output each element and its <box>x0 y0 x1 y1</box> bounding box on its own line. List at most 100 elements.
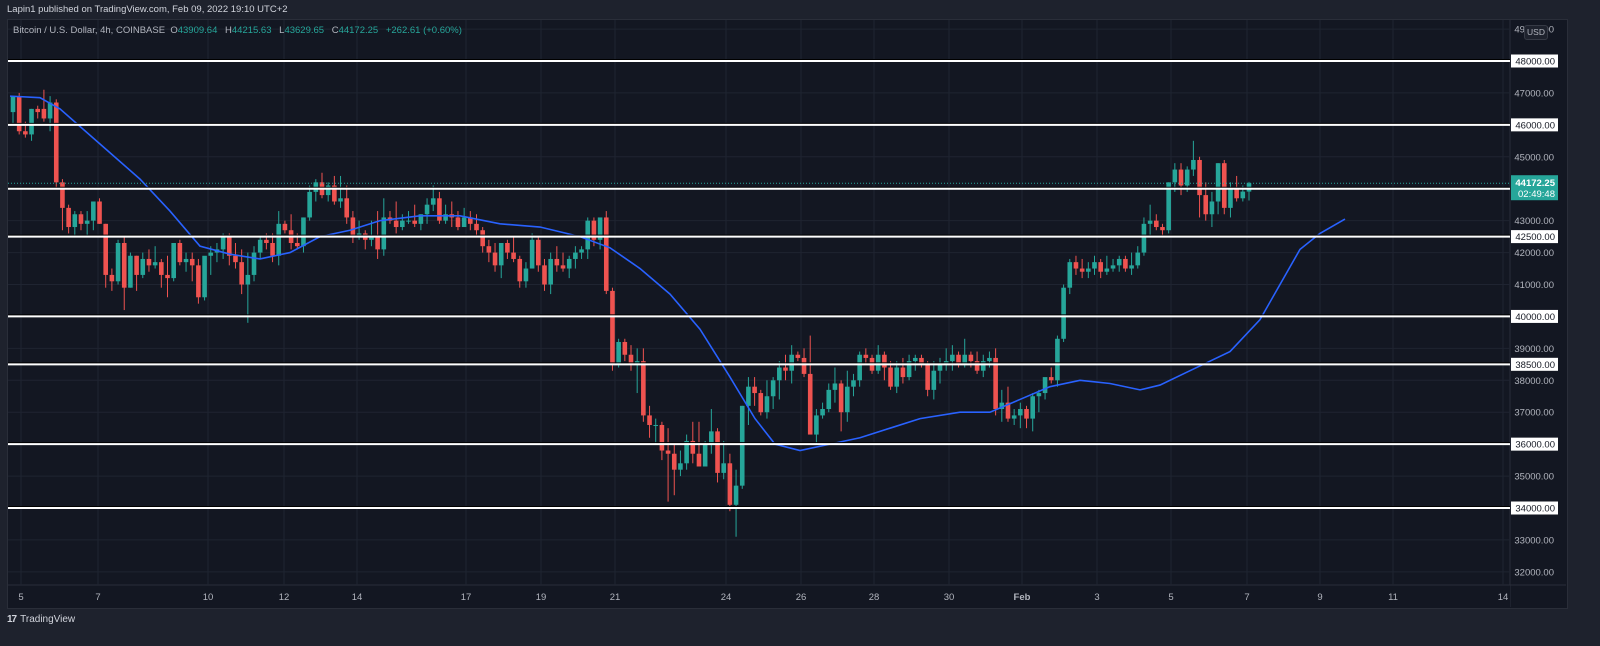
candle-up <box>1030 396 1035 419</box>
symbol-name[interactable]: Bitcoin / U.S. Dollar, 4h, COINBASE <box>13 25 166 36</box>
candle-up <box>1086 268 1091 272</box>
candle-down <box>752 386 757 394</box>
candle-down <box>1197 159 1202 196</box>
candle-up <box>1191 159 1196 170</box>
candle-up <box>770 380 776 397</box>
candle-down <box>1098 262 1103 272</box>
candle-down <box>468 217 473 224</box>
candle-down <box>165 274 170 279</box>
candle-up <box>400 220 405 228</box>
candle-up <box>91 201 96 221</box>
candle-down <box>671 453 677 470</box>
candle-down <box>35 108 41 113</box>
candle-down <box>455 217 461 228</box>
candle-down <box>665 450 671 454</box>
candle-up <box>1067 262 1073 288</box>
candle-up <box>1104 268 1110 272</box>
open-label: O <box>170 25 178 36</box>
candle-up <box>1135 252 1141 266</box>
candle-up <box>764 396 770 413</box>
time-axis-label: 7 <box>1244 592 1249 603</box>
candle-up <box>418 214 424 224</box>
candle-up <box>573 252 578 259</box>
currency-badge[interactable]: USD <box>1524 25 1548 40</box>
time-axis-label: 11 <box>1388 592 1398 603</box>
level-price-label: 40000.00 <box>1515 312 1555 323</box>
candle-up <box>1036 393 1042 397</box>
candlestick-chart[interactable]: 5 7 10 12 14 17 19 21 24 26 28 30 Feb 3 5 7 9 11 14 47000.0… <box>8 20 1566 607</box>
candle-down <box>134 255 139 275</box>
candle-up <box>461 217 467 228</box>
candle-up <box>1147 220 1153 224</box>
candle-down <box>23 131 28 135</box>
candle-up <box>245 274 251 285</box>
candle-down <box>1160 227 1165 231</box>
candle-up <box>1061 287 1066 339</box>
time-axis-label: 5 <box>18 592 23 603</box>
candle-up <box>566 258 572 269</box>
high-label: H <box>225 25 232 36</box>
candle-up <box>220 236 226 250</box>
candle-up <box>29 108 34 135</box>
candle-up <box>739 405 745 486</box>
candle-down <box>97 201 102 224</box>
level-price-label: 48000.00 <box>1515 57 1555 68</box>
candle-up <box>597 217 603 240</box>
time-axis-label: 24 <box>721 592 732 603</box>
time-axis-label: 30 <box>944 592 955 603</box>
time-axis-label: 28 <box>869 592 880 603</box>
candle-up <box>47 102 53 119</box>
candle-down <box>344 198 350 218</box>
price-axis-label: 33000.00 <box>1514 535 1554 546</box>
candle-up <box>777 367 782 381</box>
candle-down <box>350 217 356 237</box>
candle-down <box>517 258 523 282</box>
candle-up <box>430 198 436 205</box>
candle-down <box>270 242 275 256</box>
price-axis-label: 39000.00 <box>1514 344 1554 355</box>
candle-up <box>1184 169 1190 186</box>
tradingview-logo-icon: 17 <box>7 614 17 625</box>
candle-down <box>239 262 244 285</box>
change-value: +262.61 (+0.60%) <box>385 25 462 36</box>
close-value: 44172.25 <box>338 25 379 36</box>
time-axis-label: 14 <box>1498 592 1509 603</box>
candle-up <box>1228 188 1233 208</box>
candle-down <box>807 373 813 435</box>
candle-down <box>974 361 980 371</box>
candle-up <box>931 370 937 390</box>
price-axis-label: 47000.00 <box>1514 88 1554 99</box>
high-value: 44215.63 <box>231 25 272 36</box>
tradingview-brand: TradingView <box>20 614 76 625</box>
level-price-label: 42500.00 <box>1515 232 1555 243</box>
candle-down <box>956 354 961 365</box>
candle-up <box>1011 415 1017 419</box>
time-axis[interactable] <box>8 585 1510 607</box>
candle-up <box>1055 338 1060 381</box>
candle-up <box>443 214 448 221</box>
candle-down <box>641 361 646 416</box>
candle-up <box>424 204 430 215</box>
plot-area[interactable] <box>8 20 1510 585</box>
level-price-badge <box>1511 230 1558 244</box>
candle-down <box>1123 258 1128 269</box>
tradingview-logo[interactable]: 17 TradingView <box>7 614 75 625</box>
candle-down <box>758 393 764 413</box>
candle-down <box>542 265 547 285</box>
candle-down <box>78 214 84 224</box>
candle-down <box>801 357 807 374</box>
candle-down <box>196 265 201 298</box>
candle-down <box>332 185 337 202</box>
candle-down <box>882 354 887 368</box>
candle-up <box>702 444 708 467</box>
candle-down <box>1079 268 1085 272</box>
time-axis-label: Feb <box>1014 592 1031 603</box>
candle-down <box>486 246 492 253</box>
candle-down <box>227 236 232 256</box>
candle-down <box>536 239 541 266</box>
candle-down <box>66 207 71 228</box>
candle-up <box>301 217 306 247</box>
level-price-badge <box>1511 54 1558 68</box>
candle-down <box>159 262 164 275</box>
candle-down <box>264 239 269 243</box>
